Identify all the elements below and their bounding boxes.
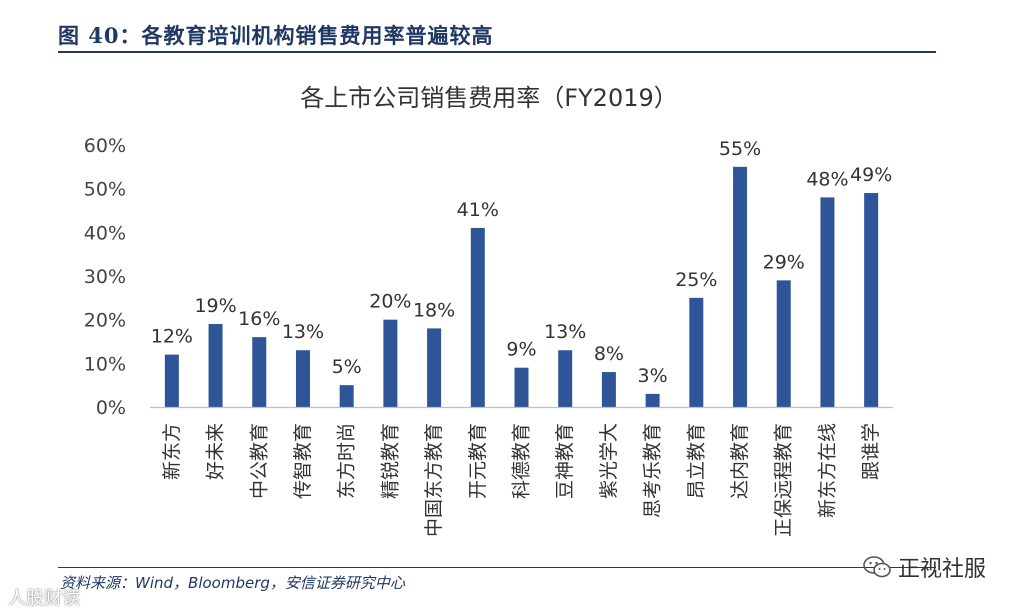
bar [164, 354, 179, 407]
y-tick-label: 0% [96, 397, 126, 419]
category-label: 中国东方教育 [423, 423, 445, 537]
category-label: 开元教育 [467, 423, 489, 499]
bar [383, 319, 398, 407]
footer-rule [58, 567, 936, 568]
data-label: 16% [238, 308, 280, 330]
bar [252, 337, 267, 407]
bar [864, 193, 879, 407]
bar [514, 367, 529, 407]
data-label: 8% [594, 343, 624, 365]
category-label: 中公教育 [248, 423, 270, 499]
bar [470, 227, 485, 407]
data-label: 48% [806, 168, 848, 190]
bar [601, 372, 616, 407]
bar [733, 166, 748, 407]
data-label: 20% [369, 291, 411, 313]
figure-title: 图 40：各教育培训机构销售费用率普遍较高 [58, 23, 494, 48]
category-label: 科德教育 [511, 423, 533, 499]
category-label: 传智教育 [292, 423, 314, 499]
y-tick-label: 10% [84, 353, 126, 375]
y-tick-label: 40% [84, 222, 126, 244]
wechat-icon [863, 556, 891, 578]
data-label: 29% [763, 251, 805, 273]
bar [339, 385, 354, 407]
figure-header: 图 40：各教育培训机构销售费用率普遍较高 [58, 14, 938, 50]
y-tick-label: 20% [84, 310, 126, 332]
data-label: 12% [151, 326, 193, 348]
brand-text: 正视社服 [898, 557, 987, 582]
bar [776, 280, 791, 407]
data-label: 9% [506, 339, 536, 361]
category-labels: 新东方 好未来 中公教育 传智教育 东方时尚 精锐教育 中国东方教育 开元教育 科德教育 豆神教育… [161, 423, 882, 537]
category-label: 好未来 [205, 423, 227, 480]
bar [427, 328, 442, 407]
category-label: 紫光学大 [598, 423, 620, 499]
bar [820, 197, 835, 407]
category-label: 豆神教育 [554, 423, 576, 499]
data-label: 41% [457, 199, 499, 221]
header-rule [58, 51, 936, 53]
y-tick-label: 50% [84, 179, 126, 201]
data-label: 13% [282, 321, 324, 343]
data-label: 49% [850, 164, 892, 186]
y-tick-label: 30% [84, 266, 126, 288]
data-label: 13% [544, 321, 586, 343]
bar [558, 350, 573, 407]
bars [164, 166, 879, 407]
source-note: 资料来源：Wind，Bloomberg，安信证券研究中心 [60, 574, 405, 592]
watermark-text: 人股财读 [8, 588, 80, 609]
bar [208, 324, 223, 407]
category-label: 思考乐教育 [642, 423, 664, 518]
bar [645, 393, 660, 407]
brand-badge: 正视社服 [862, 552, 986, 582]
data-label: 55% [719, 138, 761, 160]
y-tick-label: 60% [84, 135, 126, 157]
y-axis: 0% 10% 20% 30% 40% 50% 60% [84, 135, 126, 419]
bar [689, 297, 704, 407]
data-labels: 12%19%16%13%5%20% 18%41%9%13%8%3%25%55%29… [151, 138, 893, 387]
bar [295, 350, 310, 407]
data-label: 25% [675, 269, 717, 291]
category-label: 东方时尚 [336, 423, 358, 499]
category-label: 新东方在线 [816, 423, 838, 518]
category-label: 达内教育 [729, 423, 751, 499]
data-label: 19% [194, 295, 236, 317]
category-label: 新东方 [161, 423, 183, 480]
data-label: 18% [413, 299, 455, 321]
category-label: 正保远程教育 [773, 423, 795, 537]
data-label: 3% [638, 365, 668, 387]
category-label: 跟谁学 [860, 423, 882, 480]
category-label: 昂立教育 [685, 423, 707, 499]
category-label: 精锐教育 [379, 423, 401, 499]
data-label: 5% [332, 356, 362, 378]
chart-title: 各上市公司销售费用率（FY2019） [300, 84, 678, 112]
